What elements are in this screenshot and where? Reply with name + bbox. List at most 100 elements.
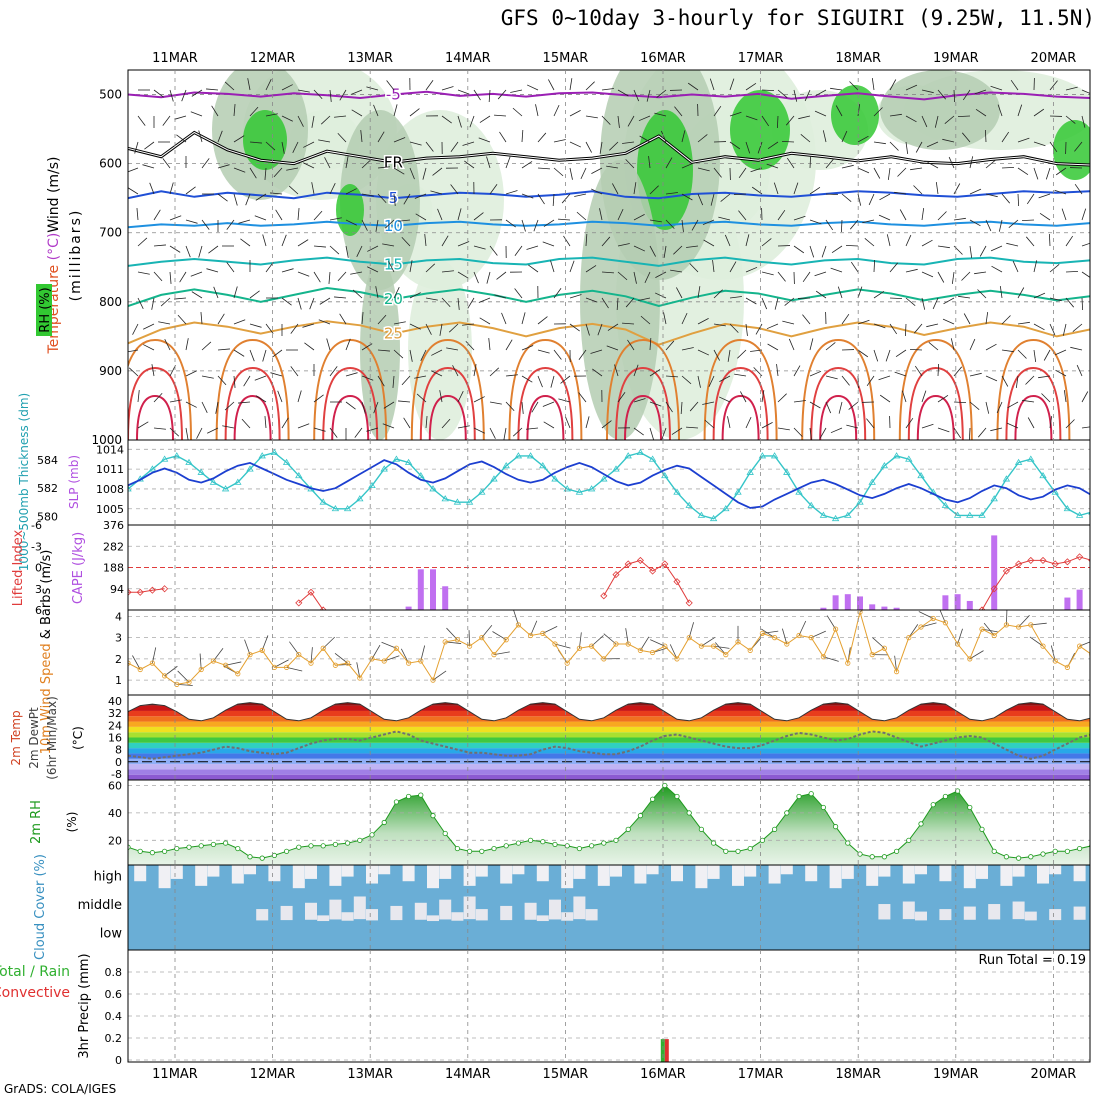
wind-barb xyxy=(825,375,838,380)
cape-bar xyxy=(844,594,851,610)
wind-barb xyxy=(503,427,507,440)
wind-barb xyxy=(297,423,310,429)
wind-barb xyxy=(510,89,523,93)
wind-barb xyxy=(543,421,555,429)
wind-barb xyxy=(169,365,176,377)
wind-speed-point xyxy=(235,671,241,677)
slp-point xyxy=(1063,505,1072,512)
wind-barb xyxy=(415,213,427,221)
wind-barb xyxy=(614,364,619,377)
wind-barb xyxy=(1022,399,1035,403)
wind-barb xyxy=(873,107,883,117)
wind-barb xyxy=(1001,131,1010,143)
slp-point xyxy=(1039,471,1047,479)
wind-barb xyxy=(208,245,219,254)
wind-barb xyxy=(644,271,651,284)
wind-barb xyxy=(689,401,699,412)
wind-barb xyxy=(809,338,814,351)
wind-barb xyxy=(481,624,493,638)
wind-barb xyxy=(233,104,236,117)
wind-barb xyxy=(233,193,238,206)
wind-barb xyxy=(713,167,722,178)
wind-speed-point xyxy=(796,632,802,639)
wind-barb xyxy=(548,79,555,91)
temp-band xyxy=(128,748,1090,754)
wind-barb xyxy=(151,297,155,310)
wind-barb xyxy=(153,209,161,221)
wind-barb xyxy=(724,234,731,247)
wind-barb xyxy=(360,130,363,143)
wind-barb xyxy=(713,645,730,649)
li-point xyxy=(295,599,303,607)
rh-point xyxy=(162,848,168,854)
wind-barb xyxy=(811,630,826,638)
wind-barb xyxy=(1025,236,1035,247)
wind-speed-point xyxy=(466,643,473,649)
rh-point xyxy=(320,843,326,849)
wind-barb xyxy=(822,130,827,143)
rh-point xyxy=(210,841,216,848)
wind-barb xyxy=(437,208,443,221)
wind-barb xyxy=(1006,422,1019,429)
slp-point xyxy=(648,455,657,462)
wind-speed-point xyxy=(735,639,741,645)
wind-barb xyxy=(334,296,347,299)
svg-text:1000~500mb Thickness (dm): 1000~500mb Thickness (dm) xyxy=(17,393,31,571)
wind-barb xyxy=(169,399,182,403)
wind-barb xyxy=(866,418,875,429)
wind-speed-point xyxy=(430,677,436,683)
wind-barb xyxy=(384,219,395,229)
li-point xyxy=(1063,558,1071,566)
temp-band xyxy=(128,732,1090,738)
mid-cloud-gap xyxy=(390,905,403,921)
mid-cloud-gap xyxy=(549,899,561,920)
wind-barb xyxy=(467,297,475,309)
wind-barb xyxy=(1049,297,1062,302)
wind-barb xyxy=(1017,287,1025,299)
wind-barb xyxy=(1081,89,1090,94)
wind-barb xyxy=(373,401,379,414)
svg-text:10m Wind Speed & Barbs (m/s): 10m Wind Speed & Barbs (m/s) xyxy=(39,550,54,755)
wind-barb xyxy=(377,193,387,204)
wind-barb xyxy=(627,339,635,351)
wind-barb xyxy=(386,80,395,91)
svg-text:2m RH: 2m RH xyxy=(29,800,44,844)
wind-barb xyxy=(464,160,475,169)
wind-barb xyxy=(953,89,956,103)
wind-barb xyxy=(249,167,257,179)
wind-barb xyxy=(802,314,811,325)
rh-point xyxy=(845,840,851,846)
li-point xyxy=(661,560,669,568)
wind-barb xyxy=(951,271,955,284)
wind-barb xyxy=(361,193,374,197)
wind-barb xyxy=(1055,167,1067,176)
slp-point xyxy=(514,452,523,459)
wind-barb xyxy=(1065,115,1076,124)
cape-bar xyxy=(832,595,839,610)
wind-barb xyxy=(1062,323,1067,336)
wind-speed-point xyxy=(869,652,875,658)
wind-barb xyxy=(1012,260,1019,273)
wind-barb xyxy=(465,340,475,351)
rh-tick-label: 60 xyxy=(108,779,122,792)
wind-barb xyxy=(727,416,731,429)
wind-barb xyxy=(1038,375,1051,379)
date-label-bottom: 12MAR xyxy=(250,1067,296,1082)
wind-barb xyxy=(345,156,349,169)
wind-barb xyxy=(745,141,751,154)
wind-barb xyxy=(648,156,651,169)
wind-barb xyxy=(1065,419,1075,429)
wind-speed-point xyxy=(527,632,534,639)
wind-barb xyxy=(1001,375,1009,387)
wind-barb xyxy=(249,349,255,362)
wind-barb xyxy=(381,641,397,649)
wind-barb xyxy=(617,392,626,403)
wind-barb xyxy=(201,219,210,230)
wind-barb xyxy=(388,261,395,273)
wind-barb xyxy=(665,375,678,378)
wind-barb xyxy=(553,167,564,177)
wind-barb xyxy=(164,339,171,351)
wind-speed-point xyxy=(149,660,155,666)
wind-barb xyxy=(830,87,843,91)
date-label-top: 15MAR xyxy=(543,51,589,66)
